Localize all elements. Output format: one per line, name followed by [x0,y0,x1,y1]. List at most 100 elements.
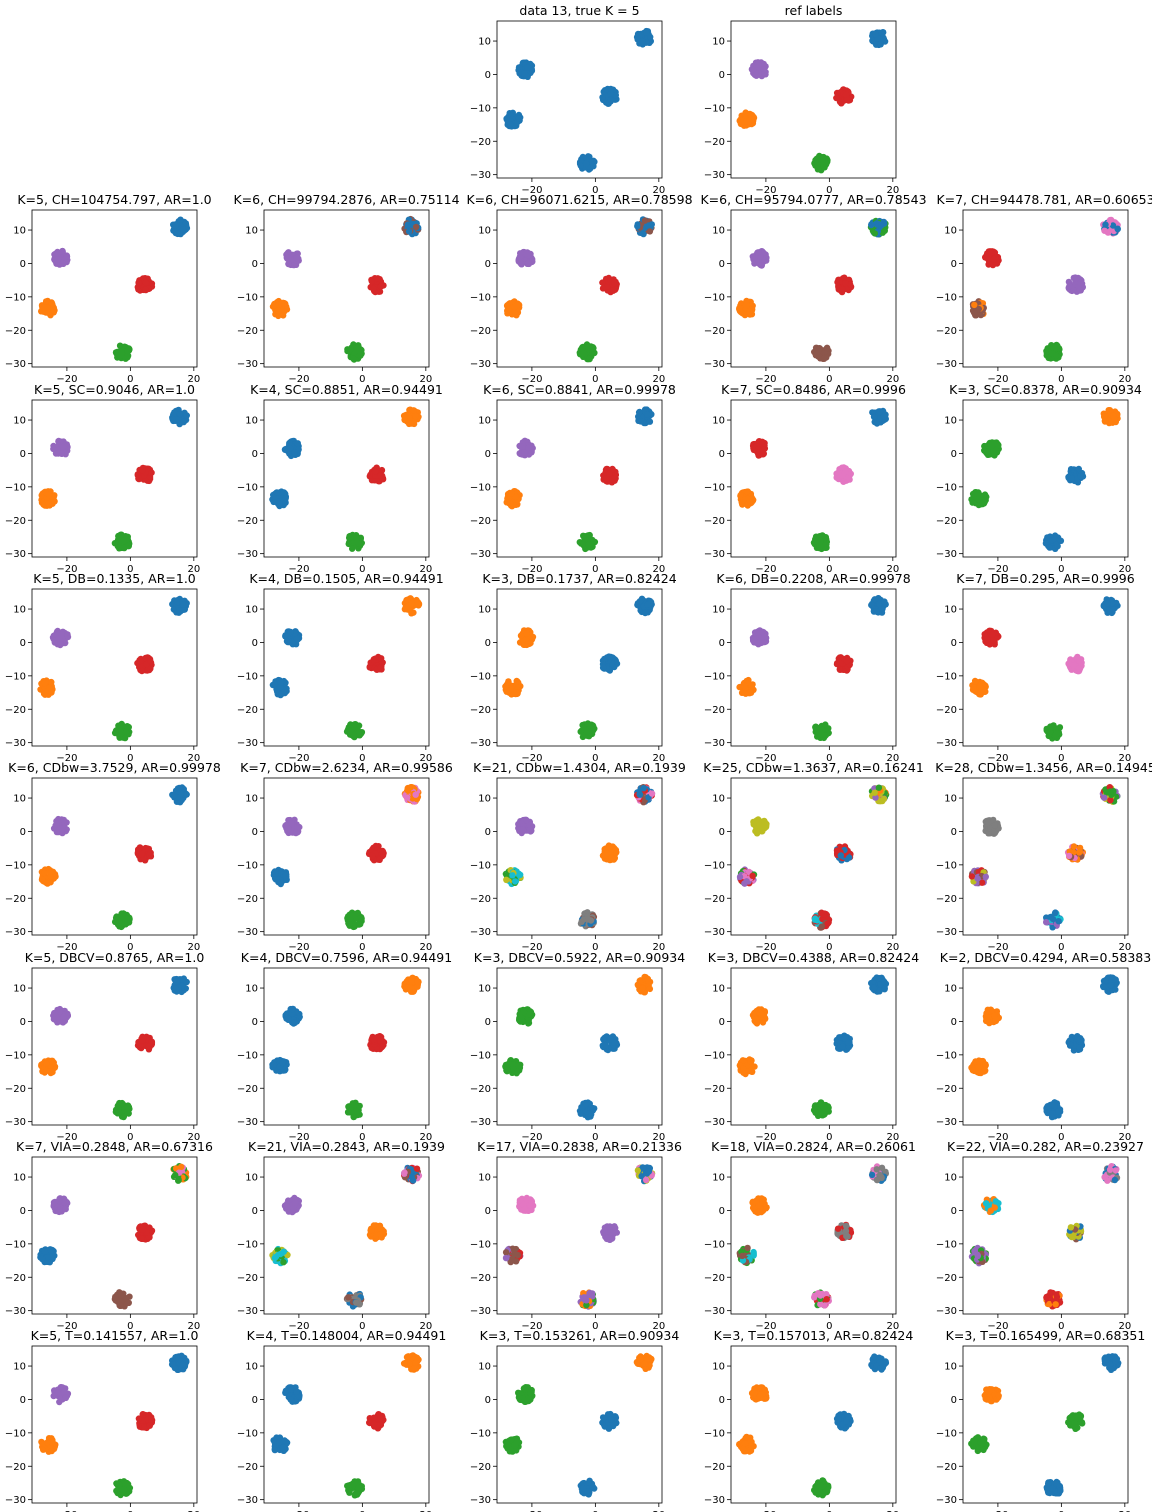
y-tick-label: −10 [5,671,26,682]
y-tick-label: 10 [712,605,725,616]
scatter-point [377,472,384,479]
scatter-point [605,653,613,660]
scatter-point [872,31,879,38]
scatter-points [737,407,889,553]
scatter-point [639,38,646,45]
scatter-point [976,684,984,691]
scatter-point [875,784,883,791]
scatter-point [516,253,524,260]
scatter-point [1070,662,1077,669]
y-tick-label: −10 [470,482,491,493]
chart-title: K=3, DB=0.1737, AR=0.82424 [482,571,676,586]
scatter-point [415,601,423,608]
x-tick-label: 0 [592,185,598,196]
y-tick-label: 10 [245,416,258,427]
scatter-point [646,228,654,235]
scatter-point [118,911,125,919]
scatter-point [1049,350,1056,357]
scatter-point [640,785,647,792]
scatter-point [404,221,412,228]
scatter-point [1110,412,1117,419]
scatter-point [511,303,519,310]
scatter-point [737,491,744,499]
chart-panel: K=7, CH=94478.781, AR=0.60653−20 0 20−30−2… [936,192,1152,385]
x-tick-label: 20 [187,374,200,385]
scatter-point [824,920,831,927]
y-tick-label: 10 [245,794,258,805]
scatter-point [1068,475,1076,482]
y-tick-label: 0 [252,259,258,270]
scatter-point [989,631,996,638]
scatter-point [43,303,51,311]
y-tick-label: −10 [237,292,258,303]
y-tick-label: 0 [20,259,26,270]
scatter-point [640,230,647,238]
scatter-points [969,216,1121,362]
y-tick-label: −30 [704,170,725,181]
y-tick-label: −20 [470,705,491,716]
y-tick-label: 0 [20,827,26,838]
scatter-point [523,630,531,637]
y-tick-label: −10 [704,860,725,871]
x-tick-label: −20 [521,185,542,196]
y-tick-label: −30 [237,359,258,370]
scatter-point [346,911,353,918]
scatter-points [736,29,889,174]
scatter-point [1042,540,1050,547]
scatter-point [1107,788,1114,795]
scatter-point [644,411,651,418]
scatter-point [1076,665,1083,672]
y-tick-label: −30 [237,549,258,560]
scatter-point [577,162,584,169]
scatter-point [837,852,844,859]
scatter-point [812,724,819,732]
scatter-point [991,822,998,829]
scatter-point [817,730,824,738]
scatter-point [981,442,988,450]
x-tick-label: 0 [359,374,365,385]
scatter-point [355,921,363,928]
scatter-point [142,279,150,286]
scatter-point [836,666,843,673]
scatter-points [969,596,1121,742]
scatter-point [523,816,530,824]
scatter-point [608,854,615,862]
scatter-point [1054,543,1061,550]
scatter-point [294,440,301,447]
scatter-point [124,723,131,730]
y-tick-label: −20 [704,705,725,716]
scatter-point [1077,473,1084,480]
scatter-point [743,301,750,309]
scatter-point [876,408,884,415]
y-tick-label: −20 [237,516,258,527]
chart-title: K=6, CH=95794.0777, AR=0.78543 [700,192,926,207]
scatter-point [526,826,534,833]
scatter-point [761,817,768,825]
scatter-point [987,248,994,255]
scatter-point [586,531,593,539]
scatter-point [1102,221,1109,228]
y-tick-label: 10 [478,416,491,427]
scatter-point [45,500,53,507]
y-tick-label: −30 [704,927,725,938]
scatter-point [1057,537,1065,544]
scatter-point [648,790,656,797]
chart-title: K=5, SC=0.9046, AR=1.0 [34,382,195,397]
scatter-point [124,347,131,354]
scatter-point [378,655,385,662]
y-tick-label: −10 [237,860,258,871]
scatter-point [749,253,756,260]
chart-title: K=5, CH=104754.797, AR=1.0 [17,192,211,207]
axes-frame [31,209,198,368]
scatter-point [750,819,757,826]
scatter-point [881,227,888,234]
axes-frame [263,588,430,747]
scatter-point [995,441,1002,449]
scatter-point [736,873,744,881]
axes-frame [31,777,198,936]
y-tick-label: −20 [470,894,491,905]
x-tick-label: −20 [56,374,77,385]
scatter-point [379,848,387,855]
